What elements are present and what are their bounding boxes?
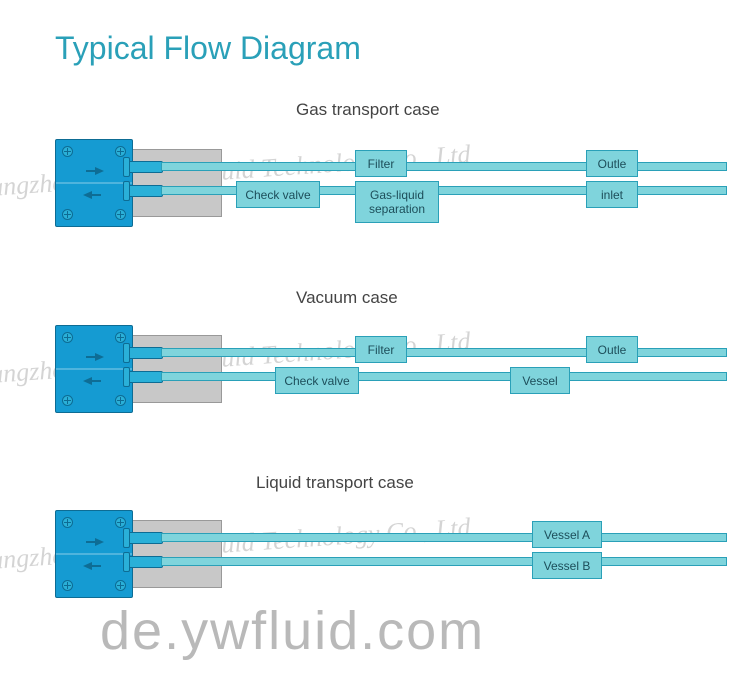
pipe xyxy=(161,348,727,357)
box-inlet-gas: inlet xyxy=(586,181,638,208)
nozzle-liq-bot xyxy=(127,556,163,568)
box-checkvalve-vac: Check valve xyxy=(275,367,359,394)
box-vessel-vac: Vessel xyxy=(510,367,570,394)
nozzle-liq-top xyxy=(127,532,163,544)
pipe xyxy=(161,162,727,171)
box-outlet-vac: Outle xyxy=(586,336,638,363)
nozzle-vac-bot xyxy=(127,371,163,383)
pump-head-liq xyxy=(55,510,133,598)
watermark-domain: de.ywfluid.com xyxy=(100,600,485,662)
box-checkvalve-gas: Check valve xyxy=(236,181,320,208)
box-filter-gas: Filter xyxy=(355,150,407,177)
box-gasliquid: Gas-liquid separation xyxy=(355,181,439,223)
box-vessel-a: Vessel A xyxy=(532,521,602,548)
box-outlet-gas: Outle xyxy=(586,150,638,177)
pump-head-gas xyxy=(55,139,133,227)
nozzle-vac-top xyxy=(127,347,163,359)
pipe xyxy=(161,533,727,542)
page-title: Typical Flow Diagram xyxy=(55,30,361,67)
pipe xyxy=(161,372,727,381)
section-title-liquid: Liquid transport case xyxy=(256,473,414,493)
pipe xyxy=(161,557,727,566)
pump-head-vac xyxy=(55,325,133,413)
box-vessel-b: Vessel B xyxy=(532,552,602,579)
nozzle-gas-top xyxy=(127,161,163,173)
box-filter-vac: Filter xyxy=(355,336,407,363)
section-title-gas: Gas transport case xyxy=(296,100,440,120)
section-title-vacuum: Vacuum case xyxy=(296,288,398,308)
nozzle-gas-bot xyxy=(127,185,163,197)
